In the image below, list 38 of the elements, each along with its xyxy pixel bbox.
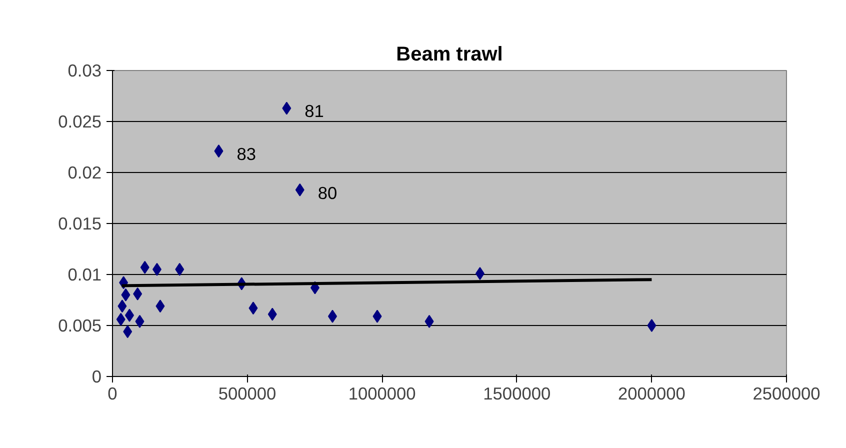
point [135,314,144,328]
point [124,308,134,322]
point [214,144,224,158]
point [175,262,184,276]
point [116,312,126,326]
point [647,319,656,332]
annotation: 80 [318,182,338,203]
y-tick-label: 0.005 [58,316,102,336]
point [282,102,292,115]
point [372,310,382,323]
y-tick-label: 0.01 [68,264,102,284]
point [121,288,130,302]
x-tick-label: 1000000 [348,384,416,404]
point [152,262,162,276]
y-tick-label: 0.015 [58,214,102,234]
y-tick-label: 0 [92,366,102,386]
y-tick-label: 0.03 [68,60,102,80]
x-tick-label: 2000000 [618,384,686,404]
x-tick-label: 0 [108,384,118,404]
annotation: 81 [304,101,324,122]
point [295,183,304,196]
point [118,300,127,313]
y-tick-label: 0.02 [68,162,102,182]
point [424,314,434,328]
point [328,310,337,323]
point [475,266,484,280]
x-tick-label: 1500000 [483,384,551,404]
point [123,325,132,338]
point [140,260,150,274]
point [268,308,277,321]
x-tick-label: 500000 [218,384,276,404]
y-tick-label: 0.025 [58,112,102,132]
point [156,300,165,313]
x-tick-label: 2500000 [752,384,820,404]
chart-title: Beam trawl [396,44,503,66]
point [248,302,258,315]
point [133,287,142,300]
annotation: 83 [236,144,256,164]
